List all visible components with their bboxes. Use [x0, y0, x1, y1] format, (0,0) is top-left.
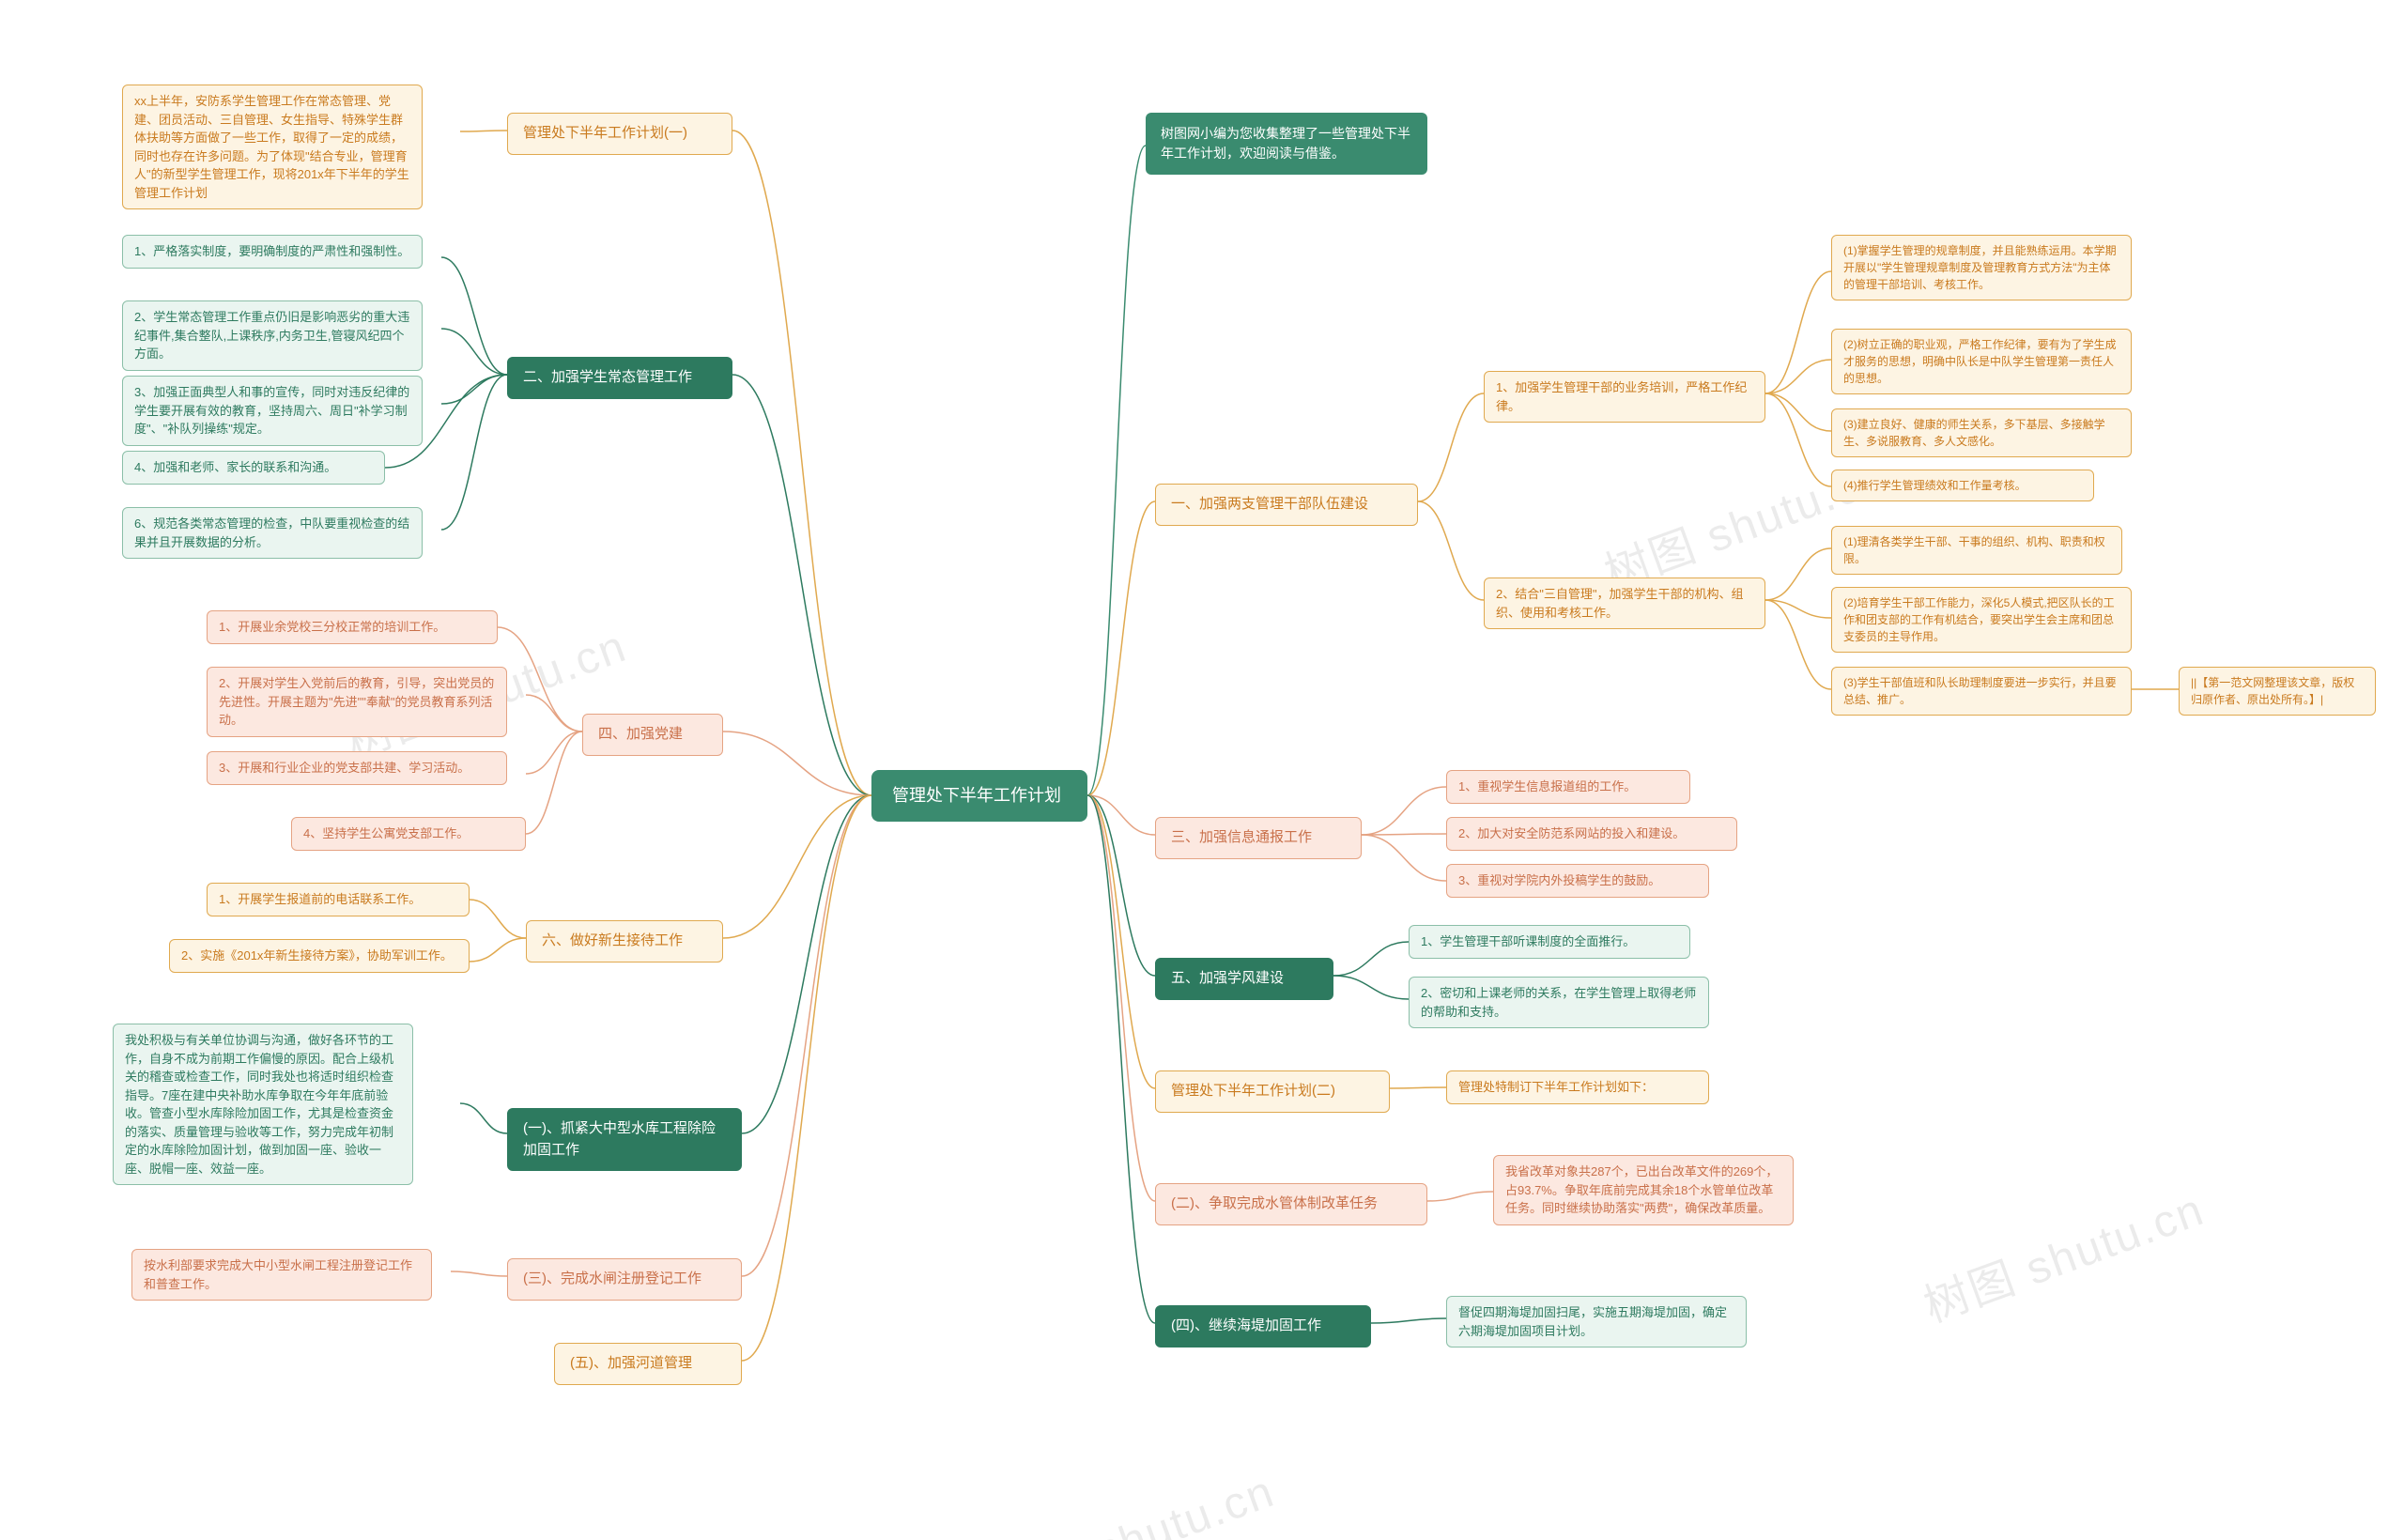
branch-r2[interactable]: 三、加强信息通报工作 — [1155, 817, 1362, 859]
branch-r3[interactable]: 五、加强学风建设 — [1155, 958, 1333, 1000]
leaf-r1-0-0[interactable]: (1)掌握学生管理的规章制度，并且能熟练运用。本学期开展以"学生管理规章制度及管… — [1831, 235, 2132, 300]
leaf-b5-0-label: 我处积极与有关单位协调与沟通，做好各环节的工作，自身不成为前期工作偏慢的原因。配… — [125, 1031, 401, 1178]
leaf-r1-1-2-0-label: ||【第一范文网整理该文章，版权归原作者、原出处所有。】| — [2191, 674, 2364, 708]
leaf-b4-1[interactable]: 2、实施《201x年新生接待方案》，协助军训工作。 — [169, 939, 470, 973]
leaf-b3-1[interactable]: 2、开展对学生入党前后的教育，引导，突出党员的先进性。开展主题为"先进""奉献"… — [207, 667, 507, 737]
leaf-b5-0[interactable]: 我处积极与有关单位协调与沟通，做好各环节的工作，自身不成为前期工作偏慢的原因。配… — [113, 1024, 413, 1185]
leaf-r3-0-label: 1、学生管理干部听课制度的全面推行。 — [1421, 932, 1635, 951]
leaf-b4-0[interactable]: 1、开展学生报道前的电话联系工作。 — [207, 883, 470, 916]
leaf-b3-0-label: 1、开展业余党校三分校正常的培训工作。 — [219, 618, 445, 637]
leaf-r1-0-2[interactable]: (3)建立良好、健康的师生关系，多下基层、多接触学生、多说服教育、多人文感化。 — [1831, 408, 2132, 457]
leaf-r1-1-0-label: (1)理清各类学生干部、干事的组织、机构、职责和权限。 — [1843, 533, 2110, 567]
branch-r6[interactable]: (四)、继续海堤加固工作 — [1155, 1305, 1371, 1348]
leaf-r4-0-label: 管理处特制订下半年工作计划如下： — [1458, 1078, 1654, 1097]
leaf-b4-0-label: 1、开展学生报道前的电话联系工作。 — [219, 890, 421, 909]
branch-b7[interactable]: (五)、加强河道管理 — [554, 1343, 742, 1385]
leaf-b2-3[interactable]: 4、加强和老师、家长的联系和沟通。 — [122, 451, 385, 485]
branch-b6-label: (三)、完成水闸注册登记工作 — [523, 1269, 701, 1290]
leaf-r1-1-2-0[interactable]: ||【第一范文网整理该文章，版权归原作者、原出处所有。】| — [2179, 667, 2376, 716]
leaf-b2-4[interactable]: 6、规范各类常态管理的检查，中队要重视检查的结果并且开展数据的分析。 — [122, 507, 423, 559]
leaf-r1-0-1-label: (2)树立正确的职业观，严格工作纪律，要有为了学生成才服务的思想，明确中队长是中… — [1843, 336, 2119, 387]
branch-r4-label: 管理处下半年工作计划(二) — [1171, 1081, 1335, 1102]
leaf-r1-0-0-label: (1)掌握学生管理的规章制度，并且能熟练运用。本学期开展以"学生管理规章制度及管… — [1843, 242, 2119, 293]
leaf-r2-0[interactable]: 1、重视学生信息报道组的工作。 — [1446, 770, 1690, 804]
leaf-r3-0[interactable]: 1、学生管理干部听课制度的全面推行。 — [1409, 925, 1690, 959]
branch-r1-label: 一、加强两支管理干部队伍建设 — [1171, 494, 1368, 516]
leaf-b2-0-label: 1、严格落实制度，要明确制度的严肃性和强制性。 — [134, 242, 409, 261]
leaf-r2-1-label: 2、加大对安全防范系网站的投入和建设。 — [1458, 824, 1685, 843]
leaf-b1-0[interactable]: xx上半年，安防系学生管理工作在常态管理、党建、团员活动、三自管理、女生指导、特… — [122, 85, 423, 209]
branch-r1[interactable]: 一、加强两支管理干部队伍建设 — [1155, 484, 1418, 526]
branch-b4[interactable]: 六、做好新生接待工作 — [526, 920, 723, 962]
watermark: 树图 shutu.cn — [983, 1455, 1282, 1540]
leaf-b3-2-label: 3、开展和行业企业的党支部共建、学习活动。 — [219, 759, 470, 778]
branch-b3-label: 四、加强党建 — [598, 724, 683, 746]
intro-node-label: 树图网小编为您收集整理了一些管理处下半年工作计划，欢迎阅读与借鉴。 — [1161, 124, 1412, 163]
leaf-b2-2-label: 3、加强正面典型人和事的宣传，同时对违反纪律的学生要开展有效的教育，坚持周六、周… — [134, 383, 410, 439]
leaf-b3-1-label: 2、开展对学生入党前后的教育，引导，突出党员的先进性。开展主题为"先进""奉献"… — [219, 674, 495, 730]
branch-b2[interactable]: 二、加强学生常态管理工作 — [507, 357, 732, 399]
leaf-r2-0-label: 1、重视学生信息报道组的工作。 — [1458, 778, 1636, 796]
leaf-r2-1[interactable]: 2、加大对安全防范系网站的投入和建设。 — [1446, 817, 1737, 851]
leaf-r1-1-1-label: (2)培育学生干部工作能力，深化5人模式,把区队长的工作和团支部的工作有机结合，… — [1843, 594, 2119, 645]
leaf-r1-0-3-label: (4)推行学生管理绩效和工作量考核。 — [1843, 477, 2026, 494]
branch-r6-label: (四)、继续海堤加固工作 — [1171, 1316, 1321, 1337]
watermark: 树图 shutu.cn — [1913, 1173, 2211, 1335]
leaf-r1-0-2-label: (3)建立良好、健康的师生关系，多下基层、多接触学生、多说服教育、多人文感化。 — [1843, 416, 2119, 450]
branch-b5-label: (一)、抓紧大中型水库工程除险加固工作 — [523, 1118, 726, 1161]
leaf-r1-1-label: 2、结合"三自管理"，加强学生干部的机构、组织、使用和考核工作。 — [1496, 585, 1753, 622]
leaf-r2-2[interactable]: 3、重视对学院内外投稿学生的鼓励。 — [1446, 864, 1709, 898]
intro-node[interactable]: 树图网小编为您收集整理了一些管理处下半年工作计划，欢迎阅读与借鉴。 — [1146, 113, 1427, 175]
leaf-b2-2[interactable]: 3、加强正面典型人和事的宣传，同时对违反纪律的学生要开展有效的教育，坚持周六、周… — [122, 376, 423, 446]
leaf-r1-0-label: 1、加强学生管理干部的业务培训，严格工作纪律。 — [1496, 378, 1753, 415]
mindmap-canvas: 树图 shutu.cn树图 shutu.cn树图 shutu.cn树图 shut… — [0, 0, 2404, 1540]
branch-b3[interactable]: 四、加强党建 — [582, 714, 723, 756]
leaf-r1-0-1[interactable]: (2)树立正确的职业观，严格工作纪律，要有为了学生成才服务的思想，明确中队长是中… — [1831, 329, 2132, 394]
leaf-r1-1-2[interactable]: (3)学生干部值班和队长助理制度要进一步实行，并且要总结、推广。 — [1831, 667, 2132, 716]
branch-r5[interactable]: (二)、争取完成水管体制改革任务 — [1155, 1183, 1427, 1225]
leaf-r1-1-1[interactable]: (2)培育学生干部工作能力，深化5人模式,把区队长的工作和团支部的工作有机结合，… — [1831, 587, 2132, 653]
leaf-r1-1-0[interactable]: (1)理清各类学生干部、干事的组织、机构、职责和权限。 — [1831, 526, 2122, 575]
leaf-b2-1-label: 2、学生常态管理工作重点仍旧是影响恶劣的重大违纪事件,集合整队,上课秩序,内务卫… — [134, 308, 410, 363]
branch-b4-label: 六、做好新生接待工作 — [542, 931, 683, 952]
leaf-r5-0-label: 我省改革对象共287个，已出台改革文件的269个，占93.7%。争取年底前完成其… — [1505, 1163, 1781, 1218]
leaf-b3-0[interactable]: 1、开展业余党校三分校正常的培训工作。 — [207, 610, 498, 644]
leaf-r6-0[interactable]: 督促四期海堤加固扫尾，实施五期海堤加固，确定六期海堤加固项目计划。 — [1446, 1296, 1747, 1348]
leaf-r1-1-2-label: (3)学生干部值班和队长助理制度要进一步实行，并且要总结、推广。 — [1843, 674, 2119, 708]
leaf-b2-4-label: 6、规范各类常态管理的检查，中队要重视检查的结果并且开展数据的分析。 — [134, 515, 410, 551]
leaf-r6-0-label: 督促四期海堤加固扫尾，实施五期海堤加固，确定六期海堤加固项目计划。 — [1458, 1303, 1734, 1340]
branch-b1[interactable]: 管理处下半年工作计划(一) — [507, 113, 732, 155]
leaf-b4-1-label: 2、实施《201x年新生接待方案》，协助军训工作。 — [181, 947, 453, 965]
branch-b7-label: (五)、加强河道管理 — [570, 1353, 692, 1375]
leaf-r3-1-label: 2、密切和上课老师的关系，在学生管理上取得老师的帮助和支持。 — [1421, 984, 1697, 1021]
center-node-label: 管理处下半年工作计划 — [892, 783, 1061, 808]
leaf-r1-0[interactable]: 1、加强学生管理干部的业务培训，严格工作纪律。 — [1484, 371, 1765, 423]
leaf-r1-1[interactable]: 2、结合"三自管理"，加强学生干部的机构、组织、使用和考核工作。 — [1484, 578, 1765, 629]
branch-b5[interactable]: (一)、抓紧大中型水库工程除险加固工作 — [507, 1108, 742, 1171]
leaf-b2-1[interactable]: 2、学生常态管理工作重点仍旧是影响恶劣的重大违纪事件,集合整队,上课秩序,内务卫… — [122, 300, 423, 371]
branch-b6[interactable]: (三)、完成水闸注册登记工作 — [507, 1258, 742, 1301]
leaf-b6-0-label: 按水利部要求完成大中小型水闸工程注册登记工作和普查工作。 — [144, 1256, 420, 1293]
branch-r4[interactable]: 管理处下半年工作计划(二) — [1155, 1070, 1390, 1113]
leaf-b2-3-label: 4、加强和老师、家长的联系和沟通。 — [134, 458, 336, 477]
center-node[interactable]: 管理处下半年工作计划 — [871, 770, 1087, 822]
branch-r2-label: 三、加强信息通报工作 — [1171, 827, 1312, 849]
branch-b2-label: 二、加强学生常态管理工作 — [523, 367, 692, 389]
leaf-b3-2[interactable]: 3、开展和行业企业的党支部共建、学习活动。 — [207, 751, 507, 785]
branch-r3-label: 五、加强学风建设 — [1171, 968, 1284, 990]
leaf-b3-3-label: 4、坚持学生公寓党支部工作。 — [303, 824, 469, 843]
leaf-b2-0[interactable]: 1、严格落实制度，要明确制度的严肃性和强制性。 — [122, 235, 423, 269]
leaf-b1-0-label: xx上半年，安防系学生管理工作在常态管理、党建、团员活动、三自管理、女生指导、特… — [134, 92, 410, 202]
leaf-b3-3[interactable]: 4、坚持学生公寓党支部工作。 — [291, 817, 526, 851]
leaf-r4-0[interactable]: 管理处特制订下半年工作计划如下： — [1446, 1070, 1709, 1104]
branch-r5-label: (二)、争取完成水管体制改革任务 — [1171, 1194, 1378, 1215]
leaf-r3-1[interactable]: 2、密切和上课老师的关系，在学生管理上取得老师的帮助和支持。 — [1409, 977, 1709, 1028]
leaf-b6-0[interactable]: 按水利部要求完成大中小型水闸工程注册登记工作和普查工作。 — [131, 1249, 432, 1301]
branch-b1-label: 管理处下半年工作计划(一) — [523, 123, 687, 145]
leaf-r5-0[interactable]: 我省改革对象共287个，已出台改革文件的269个，占93.7%。争取年底前完成其… — [1493, 1155, 1794, 1225]
leaf-r1-0-3[interactable]: (4)推行学生管理绩效和工作量考核。 — [1831, 470, 2094, 501]
leaf-r2-2-label: 3、重视对学院内外投稿学生的鼓励。 — [1458, 871, 1660, 890]
